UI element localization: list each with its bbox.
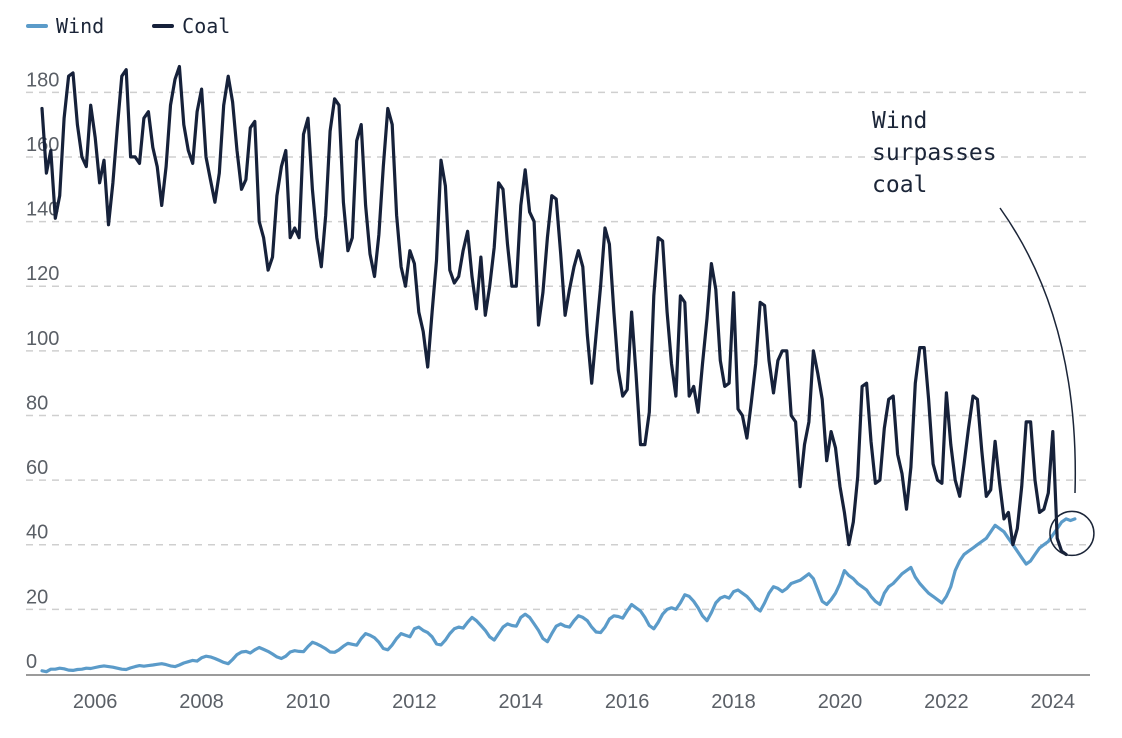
x-tick-label-2022: 2022 [924,691,969,713]
annotation-text-line-1: Wind [872,108,927,134]
x-tick-label-2018: 2018 [711,691,756,713]
legend-item-coal[interactable]: Coal [152,14,230,38]
y-tick-label-0: 0 [26,651,37,673]
y-tick-label-180: 180 [26,69,59,91]
x-tick-label-2010: 2010 [286,691,331,713]
crossover-highlight-circle [1049,510,1095,557]
y-tick-label-120: 120 [26,263,59,285]
series-line-wind [40,517,1077,674]
x-tick-label-2006: 2006 [73,691,118,713]
x-tick-label-2008: 2008 [179,691,224,713]
annotation-arrow [999,207,1077,494]
x-tick-label-2012: 2012 [392,691,437,713]
x-tick-label-2014: 2014 [499,691,544,713]
y-tick-label-40: 40 [26,522,48,544]
legend-label-coal: Coal [182,14,231,38]
y-tick-label-20: 20 [26,586,48,608]
series-line-coal [40,64,1068,557]
y-tick-label-80: 80 [26,392,48,414]
annotation-text-line-2: surpasses [872,140,997,166]
y-tick-label-100: 100 [26,328,59,350]
legend: Wind Coal [26,14,230,38]
y-tick-label-140: 140 [26,199,59,221]
y-tick-label-60: 60 [26,457,48,479]
legend-swatch-coal [152,24,175,28]
annotation-text-line-3: coal [872,172,927,198]
x-tick-label-2016: 2016 [605,691,650,713]
legend-swatch-wind [26,24,48,28]
legend-item-wind[interactable]: Wind [26,14,104,38]
x-tick-label-2024: 2024 [1031,691,1076,713]
x-tick-label-2020: 2020 [818,691,863,713]
legend-label-wind: Wind [56,14,105,38]
